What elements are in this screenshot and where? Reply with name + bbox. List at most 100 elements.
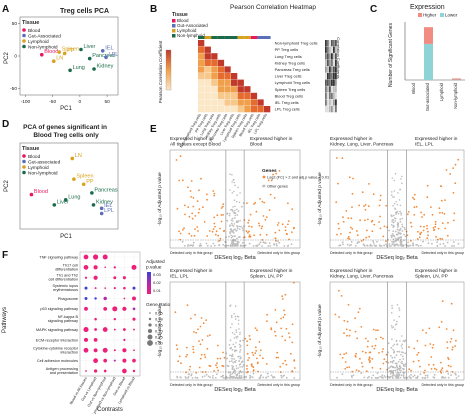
volcano-point	[335, 201, 338, 204]
dotplot-dot	[112, 306, 118, 312]
volcano-point	[426, 374, 429, 377]
volcano-point	[237, 186, 239, 189]
volcano-point	[390, 245, 392, 247]
heatmap-side-cell	[327, 106, 329, 113]
volcano-point	[373, 223, 376, 226]
heatmap-cell	[224, 79, 231, 86]
heatmap-cell	[224, 92, 231, 100]
volcano-point	[408, 375, 411, 378]
heatmap-side-cell	[335, 53, 337, 60]
heatmap-cell	[211, 99, 218, 106]
volcano-point	[446, 370, 448, 372]
volcano-point	[407, 241, 409, 244]
volcano-point	[229, 173, 231, 175]
volcano-point	[426, 184, 429, 187]
pca-point	[81, 182, 86, 187]
volcano-point	[287, 220, 290, 223]
volcano-point	[236, 377, 239, 379]
heatmap-row-label: Lymphoid Treg cells	[275, 80, 310, 85]
volcano-point	[186, 353, 189, 356]
volcano-right-note: Detected only in this group	[421, 383, 464, 387]
pca-point-label: Blood	[34, 189, 48, 195]
volcano-point	[417, 359, 420, 362]
volcano-point	[190, 235, 193, 237]
volcano-point	[226, 357, 229, 360]
volcano-point	[373, 347, 376, 350]
volcano-point	[231, 349, 234, 351]
volcano-point	[185, 346, 188, 349]
dotplot-pvalue-title-2: p.value	[146, 265, 162, 271]
volcano-point	[433, 229, 435, 232]
volcano-point	[387, 361, 390, 364]
volcano-point	[222, 214, 225, 216]
volcano-point	[230, 228, 232, 230]
volcano-point	[292, 281, 295, 284]
volcano-point	[235, 349, 238, 352]
pca-point	[90, 191, 94, 195]
volcano-point	[281, 223, 284, 226]
volcano-point	[361, 191, 364, 194]
dotplot-dot	[83, 265, 89, 270]
volcano-point	[213, 370, 216, 372]
pca1-y-tick-label: -50	[10, 86, 17, 92]
volcano-point	[439, 243, 442, 246]
volcano-point	[387, 342, 390, 345]
volcano-point	[358, 307, 361, 310]
volcano-point	[261, 357, 264, 360]
volcano-point	[391, 240, 393, 243]
volcano-point	[425, 332, 428, 334]
volcano-point	[239, 345, 242, 347]
dotplot-ratio-swatch	[148, 323, 152, 327]
volcano-legend-swatch	[262, 184, 266, 188]
volcano-point	[399, 233, 402, 235]
heatmap-side-cell	[325, 86, 327, 93]
pca-point-label: PP	[67, 48, 75, 54]
volcano-point	[288, 336, 291, 339]
volcano-point	[239, 192, 241, 194]
volcano-point	[233, 223, 236, 225]
volcano-right-header: Expressed higher in Blood	[250, 136, 293, 148]
volcano-point	[251, 365, 254, 368]
volcano-point	[438, 207, 441, 210]
volcano-point	[398, 367, 401, 370]
volcano-point	[404, 363, 407, 365]
volcano-point	[446, 234, 449, 237]
volcano-point	[390, 223, 393, 226]
dotplot-dot	[122, 348, 127, 353]
volcano-point	[391, 304, 393, 307]
dotplot-dot	[93, 369, 98, 373]
heatmap-row-label: Non-lymphoid Treg cells	[275, 41, 318, 46]
volcano-point	[204, 356, 207, 359]
volcano-point	[231, 353, 234, 356]
heatmap-cell	[231, 106, 238, 113]
volcano-point	[379, 194, 382, 197]
volcano-point	[433, 373, 436, 376]
volcano-point	[213, 194, 216, 197]
volcano-y-label: -log₁₀ of Adjusted p value	[317, 304, 323, 358]
dotplot-dot	[113, 266, 116, 269]
heatmap-row-label: PP Treg cells	[275, 47, 299, 52]
heatmap-side-cell	[333, 92, 335, 100]
heatmap-cell	[211, 66, 218, 73]
volcano-point	[399, 367, 402, 369]
volcano-point	[270, 179, 273, 182]
volcano-point	[426, 224, 428, 227]
volcano-point	[223, 229, 226, 232]
dotplot-ratio-tick: 0.30	[155, 341, 164, 346]
volcano-point	[395, 233, 398, 236]
dotplot-dot	[132, 307, 136, 311]
volcano-point	[190, 180, 193, 182]
volcano-point	[231, 372, 234, 375]
volcano-point	[370, 377, 373, 379]
volcano-point	[432, 227, 435, 229]
volcano-point	[219, 227, 221, 230]
volcano-point	[389, 372, 392, 375]
pca2-legend-label: Gut-associated	[28, 159, 61, 165]
volcano-point	[398, 374, 401, 377]
bars-marks	[424, 27, 461, 80]
volcano-point	[402, 375, 405, 377]
volcano-point	[391, 307, 394, 309]
volcano-point	[395, 354, 398, 356]
heatmap-cell	[211, 86, 218, 93]
